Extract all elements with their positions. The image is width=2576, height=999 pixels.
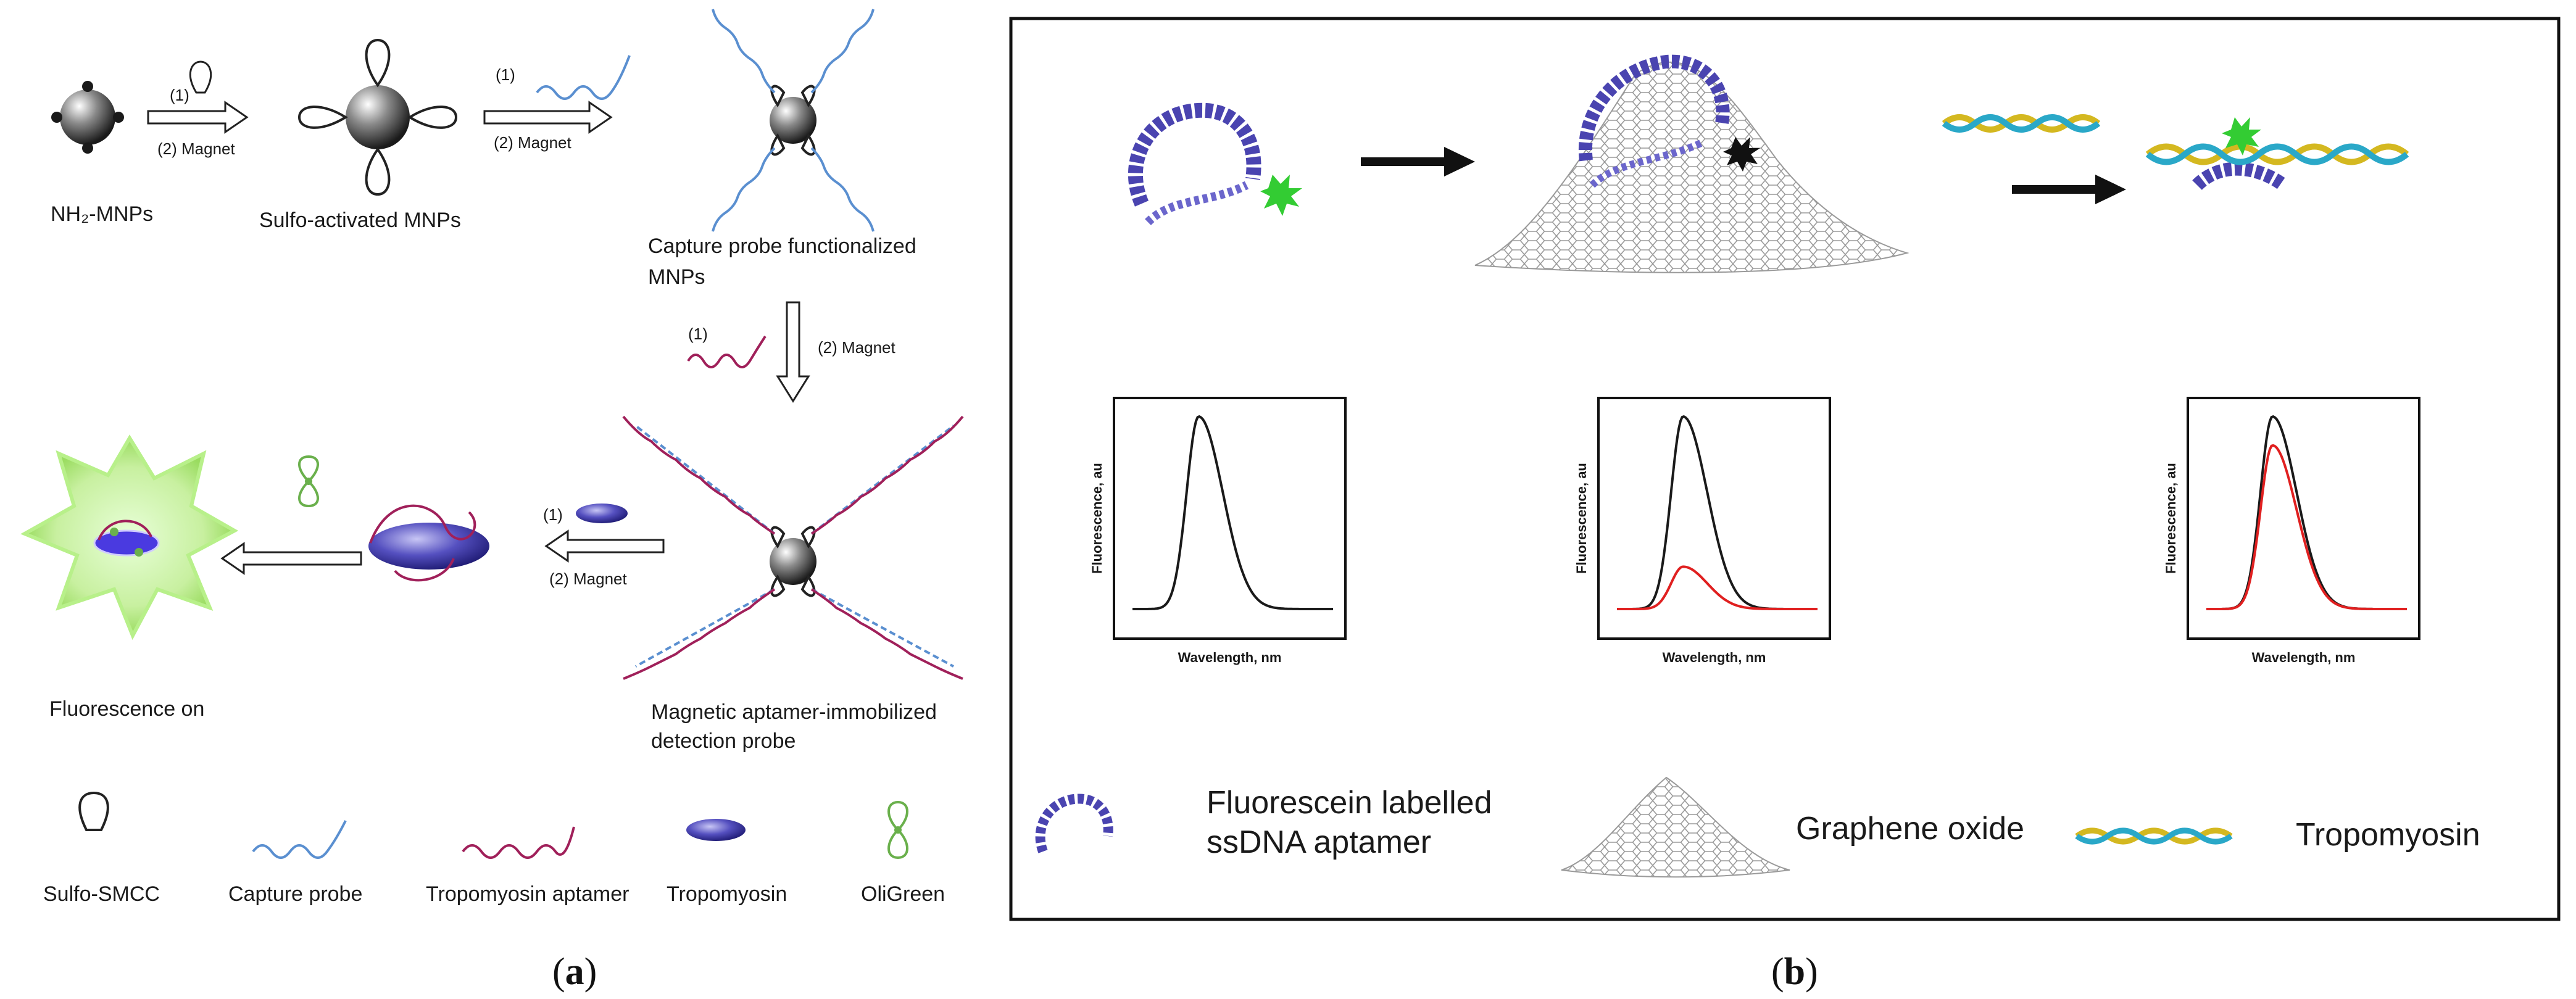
legend-tropomyosin-b-label: Tropomyosin xyxy=(2296,817,2480,853)
panel-a-tag: (a) xyxy=(552,951,597,993)
detection-probe-mnp-icon xyxy=(622,415,964,680)
step2-label-2: (2) Magnet xyxy=(494,133,571,152)
nh2-mnps-label: NH₂-MNPs xyxy=(51,202,153,226)
y-axis-label: Fluorescence, au xyxy=(1574,463,1589,574)
step2-label-1: (1) xyxy=(496,65,515,84)
legend-a: Sulfo-SMCC Capture probe Tropomyosin apt… xyxy=(43,791,945,906)
step5-arrow-icon xyxy=(220,542,362,575)
y-axis-label: Fluorescence, au xyxy=(2163,463,2179,574)
x-axis-label: Wavelength, nm xyxy=(2252,650,2356,665)
capture-probe-icon xyxy=(252,820,347,859)
step3-label-2: (2) Magnet xyxy=(818,338,895,357)
panel-b-arrow1-icon xyxy=(1361,147,1475,176)
panel-b: Wavelength, nm Fluorescence, au Wavelengt… xyxy=(1009,17,2561,993)
legend-tropomyosin-icon xyxy=(2075,827,2233,845)
chart-aptamer-graphene: Wavelength, nm Fluorescence, au xyxy=(1574,397,1831,665)
detection-probe-label-line2: detection probe xyxy=(651,729,796,753)
chart-aptamer-tropomyosin: Wavelength, nm Fluorescence, au xyxy=(2163,397,2420,665)
legend-tropomyosin-label: Tropomyosin xyxy=(667,882,787,906)
legend-tropomyosin-aptamer-label: Tropomyosin aptamer xyxy=(426,882,629,906)
sulfo-activated-mnp-icon xyxy=(297,38,458,196)
capture-probe-mnp-icon xyxy=(712,9,875,232)
step1-arrow-icon xyxy=(147,60,249,134)
legend-capture-probe-label: Capture probe xyxy=(228,882,362,906)
panel-b-arrow2-icon xyxy=(2012,175,2126,204)
step2-arrow-icon xyxy=(483,55,631,134)
fluorescence-burst-icon xyxy=(20,434,239,640)
tropomyosin-icon xyxy=(686,819,746,841)
legend-aptamer-icon xyxy=(1035,794,1113,853)
plot-frame xyxy=(1113,397,1347,640)
oligreen-icon xyxy=(887,800,908,860)
legend-graphene-icon xyxy=(1561,776,1790,878)
nh2-mnp-particle-icon xyxy=(51,81,124,154)
plot-frame xyxy=(1597,397,1831,640)
spectrum-line-black xyxy=(1132,415,1333,610)
chart-aptamer-only: Wavelength, nm Fluorescence, au xyxy=(1089,397,1347,665)
sulfo-activated-label: Sulfo-activated MNPs xyxy=(259,209,461,232)
step3-arrow-icon xyxy=(687,301,810,403)
legend-oligreen-label: OliGreen xyxy=(861,882,945,906)
step4-arrow-icon xyxy=(544,504,665,563)
legend-aptamer-label-line1: Fluorescein labelled xyxy=(1207,785,1492,821)
tropomyosin-aptamer-complex-icon xyxy=(298,455,489,582)
panel-b-tag: (b) xyxy=(1771,951,1818,993)
step4-label-1: (1) xyxy=(543,505,563,524)
step3-label-1: (1) xyxy=(688,325,708,343)
spectrum-line-red xyxy=(2206,444,2407,610)
step4-label-2: (2) Magnet xyxy=(549,570,627,588)
legend-graphene-label: Graphene oxide xyxy=(1796,811,2024,847)
plot-frame xyxy=(2187,397,2420,640)
tropomyosin-aptamer-icon xyxy=(462,826,575,859)
fluorescein-aptamer-icon xyxy=(1128,102,1302,226)
detection-probe-label-line1: Magnetic aptamer-immobilized xyxy=(651,700,937,724)
aptamer-tropomyosin-complex-icon xyxy=(2145,117,2409,191)
legend-aptamer-label-line2: ssDNA aptamer xyxy=(1207,824,1431,860)
legend-sulfo-smcc-label: Sulfo-SMCC xyxy=(43,882,160,906)
sulfo-smcc-icon xyxy=(78,791,109,831)
graphene-aptamer-complex-icon xyxy=(1474,54,1909,273)
step1-label-1: (1) xyxy=(170,86,189,104)
x-axis-label: Wavelength, nm xyxy=(1663,650,1766,665)
capture-probe-label-line1: Capture probe functionalized xyxy=(648,234,916,258)
step1-label-2: (2) Magnet xyxy=(157,139,235,158)
tropomyosin-helix-icon xyxy=(1942,114,2101,133)
y-axis-label: Fluorescence, au xyxy=(1089,463,1105,574)
spectrum-line-red xyxy=(1617,565,1818,610)
x-axis-label: Wavelength, nm xyxy=(1178,650,1282,665)
fluorescence-on-label: Fluorescence on xyxy=(49,697,204,721)
legend-b: Fluorescein labelled ssDNA aptamer Graph… xyxy=(1035,776,2480,878)
capture-probe-label-line2: MNPs xyxy=(648,265,705,289)
panel-a: NH₂-MNPs (1) (2) Magnet Sulfo-activated … xyxy=(20,9,964,993)
